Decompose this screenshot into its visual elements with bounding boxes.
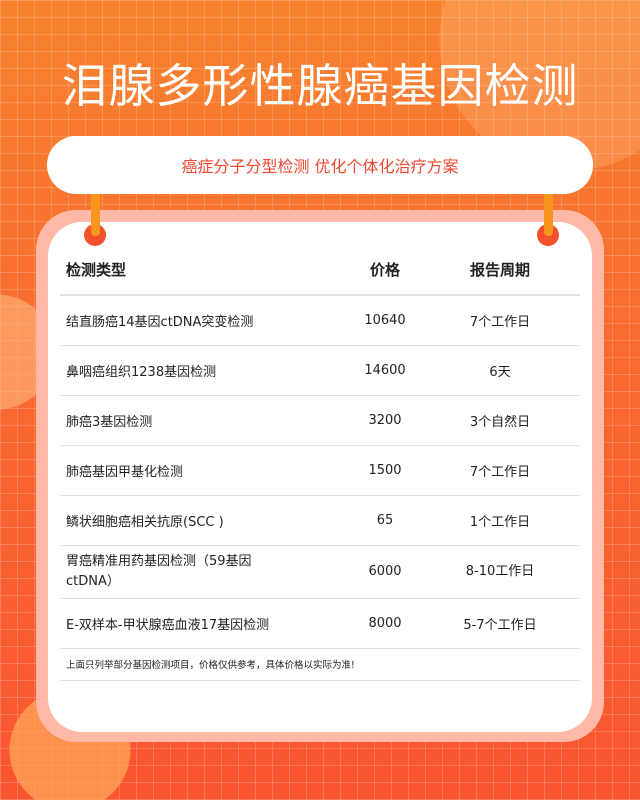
table-row: 鳞状细胞癌相关抗原(SCC ) 65 1个工作日 xyxy=(60,495,580,546)
table-row: 鼻咽癌组织1238基因检测 14600 6天 xyxy=(60,345,580,396)
note-row: 上面只列举部分基因检测项目，价格仅供参考，具体价格以实际为准! xyxy=(60,648,580,681)
report-period: 3个自然日 xyxy=(420,395,580,446)
test-name: E-双样本-甲状腺癌血液17基因检测 xyxy=(60,598,350,649)
test-name: 胃癌精准用药基因检测（59基因ctDNA） xyxy=(60,545,350,599)
report-period: 7个工作日 xyxy=(420,445,580,496)
table-row: 肺癌3基因检测 3200 3个自然日 xyxy=(60,395,580,446)
subtitle-banner: 癌症分子分型检测 优化个体化治疗方案 xyxy=(47,136,593,194)
test-name: 鼻咽癌组织1238基因检测 xyxy=(60,345,350,396)
price: 6000 xyxy=(350,545,420,599)
price: 1500 xyxy=(350,445,420,496)
price: 10640 xyxy=(350,295,420,346)
price: 14600 xyxy=(350,345,420,396)
price: 65 xyxy=(350,495,420,546)
test-name: 肺癌基因甲基化检测 xyxy=(60,445,350,496)
hanger-rod xyxy=(91,194,100,236)
price-table: 检测类型 价格 报告周期 结直肠癌14基因ctDNA突变检测 10640 7个工作日… xyxy=(60,245,580,681)
report-period: 6天 xyxy=(420,345,580,396)
report-period: 5-7个工作日 xyxy=(420,598,580,649)
test-name: 肺癌3基因检测 xyxy=(60,395,350,446)
header-type: 检测类型 xyxy=(60,245,350,296)
test-name: 结直肠癌14基因ctDNA突变检测 xyxy=(60,295,350,346)
disclaimer-note: 上面只列举部分基因检测项目，价格仅供参考，具体价格以实际为准! xyxy=(60,648,580,681)
price: 3200 xyxy=(350,395,420,446)
hanger-rod xyxy=(544,194,553,236)
table-row: E-双样本-甲状腺癌血液17基因检测 8000 5-7个工作日 xyxy=(60,598,580,649)
report-period: 7个工作日 xyxy=(420,295,580,346)
table-row: 结直肠癌14基因ctDNA突变检测 10640 7个工作日 xyxy=(60,295,580,346)
test-name: 鳞状细胞癌相关抗原(SCC ) xyxy=(60,495,350,546)
table-row: 肺癌基因甲基化检测 1500 7个工作日 xyxy=(60,445,580,496)
table-row: 胃癌精准用药基因检测（59基因ctDNA） 6000 8-10工作日 xyxy=(60,545,580,599)
report-period: 1个工作日 xyxy=(420,495,580,546)
subtitle: 癌症分子分型检测 优化个体化治疗方案 xyxy=(181,157,459,176)
page-title: 泪腺多形性腺癌基因检测 xyxy=(61,59,579,113)
price: 8000 xyxy=(350,598,420,649)
header-price: 价格 xyxy=(350,245,420,296)
report-period: 8-10工作日 xyxy=(420,545,580,599)
header-period: 报告周期 xyxy=(420,245,580,296)
